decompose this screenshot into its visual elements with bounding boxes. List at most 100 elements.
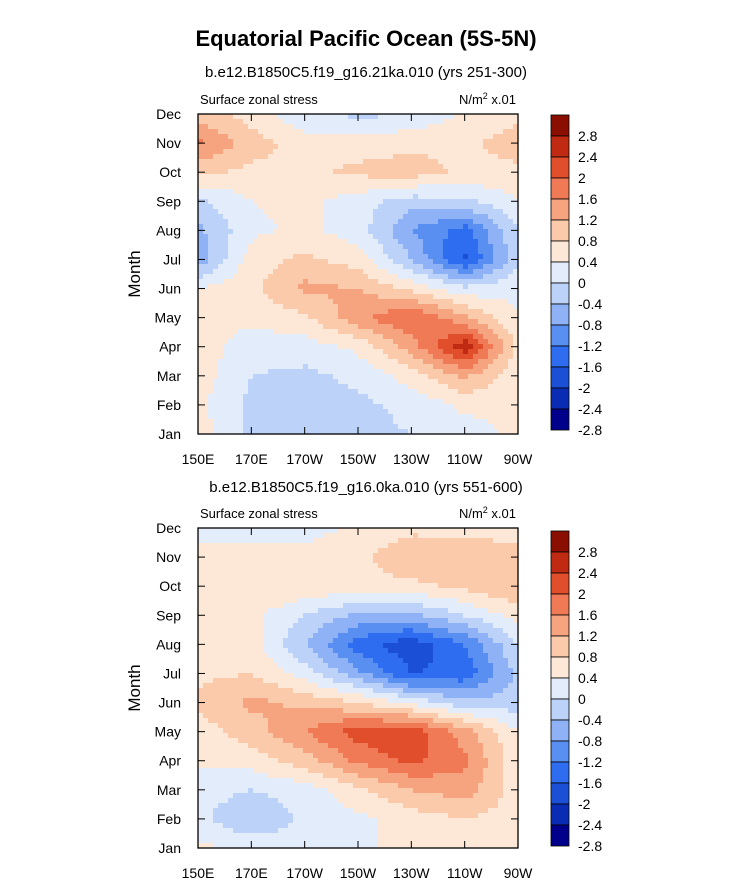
heatmap-cell: [253, 399, 259, 405]
heatmap-cell: [483, 573, 489, 579]
heatmap-cell: [453, 568, 459, 574]
heatmap-cell: [393, 139, 399, 145]
heatmap-cell: [478, 239, 484, 245]
heatmap-cell: [403, 429, 409, 435]
heatmap-cell: [298, 289, 304, 295]
heatmap-cell: [273, 304, 279, 310]
heatmap-cell: [483, 214, 489, 220]
heatmap-cell: [308, 354, 314, 360]
heatmap-cell: [363, 583, 369, 589]
heatmap-cell: [358, 319, 364, 325]
heatmap-cell: [283, 234, 289, 240]
heatmap-cell: [303, 234, 309, 240]
heatmap-cell: [213, 259, 219, 265]
heatmap-cell: [488, 583, 494, 589]
heatmap-cell: [268, 319, 274, 325]
heatmap-cell: [488, 204, 494, 210]
heatmap-cell: [463, 254, 469, 260]
heatmap-cell: [433, 339, 439, 345]
heatmap-cell: [403, 214, 409, 220]
heatmap-cell: [293, 174, 299, 180]
heatmap-cell: [468, 204, 474, 210]
heatmap-cell: [368, 134, 374, 140]
heatmap-cell: [508, 159, 514, 165]
heatmap-cell: [278, 568, 284, 574]
heatmap-cell: [203, 384, 209, 390]
heatmap-cell: [393, 244, 399, 250]
heatmap-cell: [203, 249, 209, 255]
heatmap-cell: [493, 284, 499, 290]
heatmap-cell: [273, 349, 279, 355]
heatmap-cell: [198, 304, 204, 310]
heatmap-cell: [383, 359, 389, 365]
heatmap-cell: [233, 563, 239, 569]
heatmap-cell: [328, 324, 334, 330]
heatmap-cell: [263, 314, 269, 320]
heatmap-cell: [303, 394, 309, 400]
heatmap-cell: [298, 144, 304, 150]
heatmap-cell: [238, 339, 244, 345]
heatmap-cell: [368, 269, 374, 275]
heatmap-cell: [328, 409, 334, 415]
y-tick-label: Feb: [157, 397, 181, 413]
heatmap-cell: [303, 184, 309, 190]
heatmap-cell: [513, 314, 519, 320]
heatmap-cell: [203, 289, 209, 295]
heatmap-cell: [228, 164, 234, 170]
heatmap-cell: [488, 139, 494, 145]
heatmap-cell: [473, 563, 479, 569]
heatmap-cell: [468, 339, 474, 345]
heatmap-cell: [463, 274, 469, 280]
heatmap-cell: [203, 364, 209, 370]
heatmap-cell: [288, 269, 294, 275]
heatmap-cell: [238, 299, 244, 305]
heatmap-cell: [278, 324, 284, 330]
heatmap-cell: [248, 543, 254, 549]
heatmap-cell: [463, 359, 469, 365]
heatmap-cell: [333, 299, 339, 305]
heatmap-cell: [433, 249, 439, 255]
heatmap-cell: [308, 558, 314, 564]
heatmap-cell: [503, 359, 509, 365]
heatmap-cell: [398, 379, 404, 385]
heatmap-cell: [413, 219, 419, 225]
heatmap-cell: [333, 543, 339, 549]
heatmap-cell: [283, 344, 289, 350]
heatmap-cell: [473, 354, 479, 360]
colorbar-label: 2.4: [578, 149, 598, 165]
heatmap-cell: [378, 379, 384, 385]
heatmap-cell: [258, 568, 264, 574]
heatmap-cell: [458, 139, 464, 145]
heatmap-cell: [233, 159, 239, 165]
heatmap-cell: [218, 369, 224, 375]
heatmap-cell: [433, 284, 439, 290]
heatmap-cell: [378, 334, 384, 340]
heatmap-cell: [343, 279, 349, 285]
heatmap-cell: [338, 578, 344, 584]
heatmap-cell: [348, 239, 354, 245]
heatmap-cell: [373, 369, 379, 375]
heatmap-cell: [338, 349, 344, 355]
heatmap-cell: [408, 379, 414, 385]
heatmap-cell: [238, 169, 244, 175]
heatmap-cell: [308, 369, 314, 375]
heatmap-cell: [423, 553, 429, 559]
heatmap-cell: [318, 144, 324, 150]
heatmap-cell: [363, 134, 369, 140]
heatmap-cell: [423, 573, 429, 579]
heatmap-cell: [333, 553, 339, 559]
heatmap-cell: [428, 399, 434, 405]
heatmap-cell: [313, 553, 319, 559]
heatmap-cell: [208, 124, 214, 130]
heatmap-cell: [253, 294, 259, 300]
heatmap-cell: [423, 279, 429, 285]
heatmap-cell: [448, 384, 454, 390]
heatmap-cell: [348, 329, 354, 335]
heatmap-cell: [488, 259, 494, 265]
heatmap-cell: [358, 114, 364, 120]
heatmap-cell: [383, 374, 389, 380]
heatmap-cell: [203, 204, 209, 210]
heatmap-cell: [508, 164, 514, 170]
heatmap-cell: [493, 214, 499, 220]
heatmap-cell: [253, 194, 259, 200]
